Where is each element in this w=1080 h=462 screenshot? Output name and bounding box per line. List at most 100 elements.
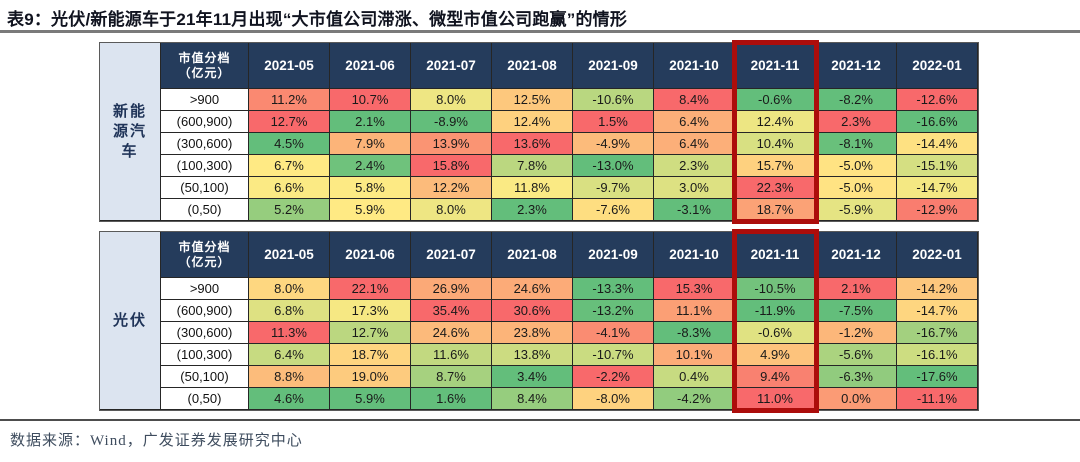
value-cell: -5.0% — [816, 177, 897, 199]
value-cell: 13.8% — [492, 344, 573, 366]
value-cell: -15.1% — [897, 155, 978, 177]
category-label: 新能 源汽车 — [100, 43, 161, 221]
value-cell: 7.8% — [492, 155, 573, 177]
value-cell: -0.6% — [735, 89, 816, 111]
tier-cell: (100,300) — [161, 155, 249, 177]
tier-cell: (50,100) — [161, 177, 249, 199]
value-cell: 15.7% — [735, 155, 816, 177]
value-cell: 12.5% — [492, 89, 573, 111]
value-cell: 2.1% — [330, 111, 411, 133]
value-cell: 3.0% — [654, 177, 735, 199]
month-header: 2021-08 — [492, 43, 573, 89]
value-cell: -8.0% — [573, 388, 654, 410]
month-header: 2021-12 — [816, 43, 897, 89]
value-cell: -4.2% — [654, 388, 735, 410]
value-cell: -17.6% — [897, 366, 978, 388]
value-cell: -13.0% — [573, 155, 654, 177]
value-cell: 18.7% — [330, 344, 411, 366]
heatmap-table-new-energy-vehicles: 新能 源汽车市值分档 （亿元） 2021-05 2021-06 2021-07 2021-0… — [99, 40, 979, 224]
value-cell: 11.6% — [411, 344, 492, 366]
month-header: 2021-09 — [573, 43, 654, 89]
value-cell: 4.5% — [249, 133, 330, 155]
value-cell: 5.9% — [330, 199, 411, 221]
tier-cell: (50,100) — [161, 366, 249, 388]
value-cell: -10.6% — [573, 89, 654, 111]
tier-cell: (0,50) — [161, 199, 249, 221]
value-cell: 12.4% — [735, 111, 816, 133]
value-cell: 11.0% — [735, 388, 816, 410]
value-cell: 5.8% — [330, 177, 411, 199]
month-header: 2021-12 — [816, 232, 897, 278]
value-cell: 10.1% — [654, 344, 735, 366]
month-header: 2021-08 — [492, 232, 573, 278]
month-header: 2021-05 — [249, 43, 330, 89]
month-header: 2021-07 — [411, 43, 492, 89]
value-cell: -6.3% — [816, 366, 897, 388]
value-cell: 11.1% — [654, 300, 735, 322]
value-cell: -13.3% — [573, 278, 654, 300]
value-cell: 2.3% — [654, 155, 735, 177]
value-cell: 19.0% — [330, 366, 411, 388]
value-cell: -3.1% — [654, 199, 735, 221]
value-cell: 11.3% — [249, 322, 330, 344]
value-cell: 8.8% — [249, 366, 330, 388]
value-cell: 6.4% — [654, 111, 735, 133]
month-header: 2021-06 — [330, 232, 411, 278]
month-header: 2021-07 — [411, 232, 492, 278]
value-cell: -5.6% — [816, 344, 897, 366]
tier-cell: >900 — [161, 89, 249, 111]
value-cell: -16.7% — [897, 322, 978, 344]
value-cell: 8.7% — [411, 366, 492, 388]
value-cell: 10.7% — [330, 89, 411, 111]
footer-divider — [0, 419, 1080, 421]
tier-cell: (600,900) — [161, 300, 249, 322]
value-cell: -11.1% — [897, 388, 978, 410]
value-cell: -12.9% — [897, 199, 978, 221]
value-cell: 2.3% — [492, 199, 573, 221]
value-cell: 2.4% — [330, 155, 411, 177]
value-cell: -8.9% — [411, 111, 492, 133]
month-header: 2021-10 — [654, 43, 735, 89]
value-cell: -14.7% — [897, 177, 978, 199]
value-cell: 8.0% — [411, 89, 492, 111]
value-cell: -13.2% — [573, 300, 654, 322]
value-cell: 6.4% — [249, 344, 330, 366]
month-header: 2021-05 — [249, 232, 330, 278]
month-header: 2021-09 — [573, 232, 654, 278]
category-label: 光伏 — [100, 232, 161, 410]
month-header: 2022-01 — [897, 43, 978, 89]
value-cell: -1.2% — [816, 322, 897, 344]
value-cell: -16.1% — [897, 344, 978, 366]
month-header: 2021-11 — [735, 232, 816, 278]
value-cell: -14.7% — [897, 300, 978, 322]
value-cell: -4.9% — [573, 133, 654, 155]
value-cell: 11.2% — [249, 89, 330, 111]
value-cell: -14.2% — [897, 278, 978, 300]
value-cell: -0.6% — [735, 322, 816, 344]
value-cell: 12.2% — [411, 177, 492, 199]
value-cell: 18.7% — [735, 199, 816, 221]
value-cell: -12.6% — [897, 89, 978, 111]
value-cell: 24.6% — [492, 278, 573, 300]
tier-cell: >900 — [161, 278, 249, 300]
tier-header: 市值分档 （亿元） — [161, 43, 249, 89]
value-cell: 6.4% — [654, 133, 735, 155]
value-cell: 6.8% — [249, 300, 330, 322]
value-cell: -9.7% — [573, 177, 654, 199]
value-cell: -16.6% — [897, 111, 978, 133]
value-cell: 6.6% — [249, 177, 330, 199]
value-cell: -5.0% — [816, 155, 897, 177]
month-header: 2021-11 — [735, 43, 816, 89]
value-cell: 2.1% — [816, 278, 897, 300]
source-note: 数据来源：Wind，广发证券发展研究中心 — [10, 433, 303, 449]
value-cell: -10.7% — [573, 344, 654, 366]
value-cell: 0.4% — [654, 366, 735, 388]
value-cell: 1.5% — [573, 111, 654, 133]
value-cell: 5.2% — [249, 199, 330, 221]
value-cell: -7.6% — [573, 199, 654, 221]
value-cell: 6.7% — [249, 155, 330, 177]
value-cell: 23.8% — [492, 322, 573, 344]
value-cell: -5.9% — [816, 199, 897, 221]
month-header: 2021-10 — [654, 232, 735, 278]
value-cell: 7.9% — [330, 133, 411, 155]
